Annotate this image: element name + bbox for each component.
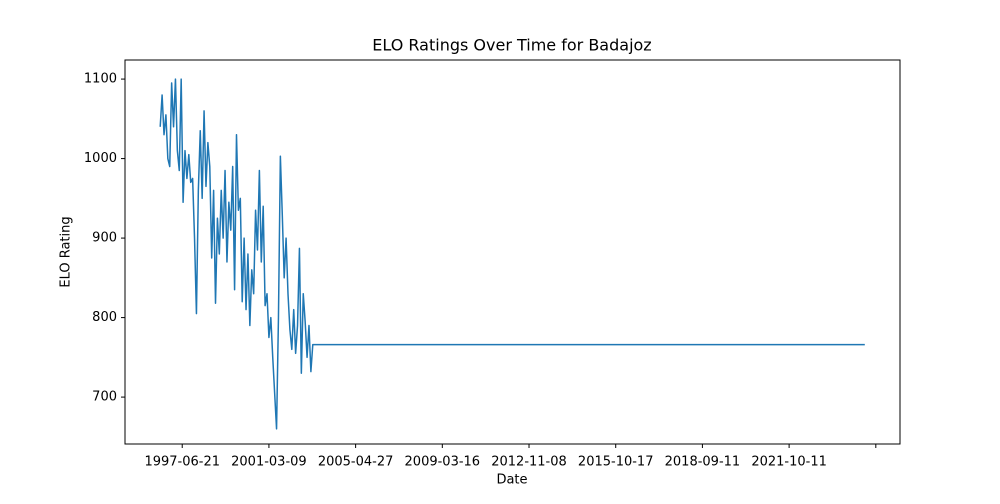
- x-tick-label: 2018-09-11: [665, 455, 741, 470]
- plot-frame: [124, 59, 901, 445]
- x-tick-label: 1997-06-21: [144, 455, 220, 470]
- y-tick-label: 700: [92, 390, 117, 405]
- x-tick-label: 2001-03-09: [231, 455, 307, 470]
- y-tick-label: 1000: [84, 151, 117, 166]
- y-tick-label: 900: [92, 231, 117, 246]
- y-tick-label: 800: [92, 310, 117, 325]
- x-tick-label: 2021-10-11: [751, 455, 827, 470]
- y-tick-label: 1100: [84, 72, 117, 87]
- x-tick-label: 2005-04-27: [318, 455, 394, 470]
- y-axis-label: ELO Rating: [59, 216, 74, 287]
- x-tick-label: 2012-11-08: [491, 455, 567, 470]
- line: [159, 78, 865, 430]
- x-tick-label: 2009-03-16: [405, 455, 481, 470]
- chart-title: ELO Ratings Over Time for Badajoz: [372, 36, 651, 55]
- x-axis-label: Date: [496, 473, 527, 488]
- x-tick-label: 2015-10-17: [578, 455, 654, 470]
